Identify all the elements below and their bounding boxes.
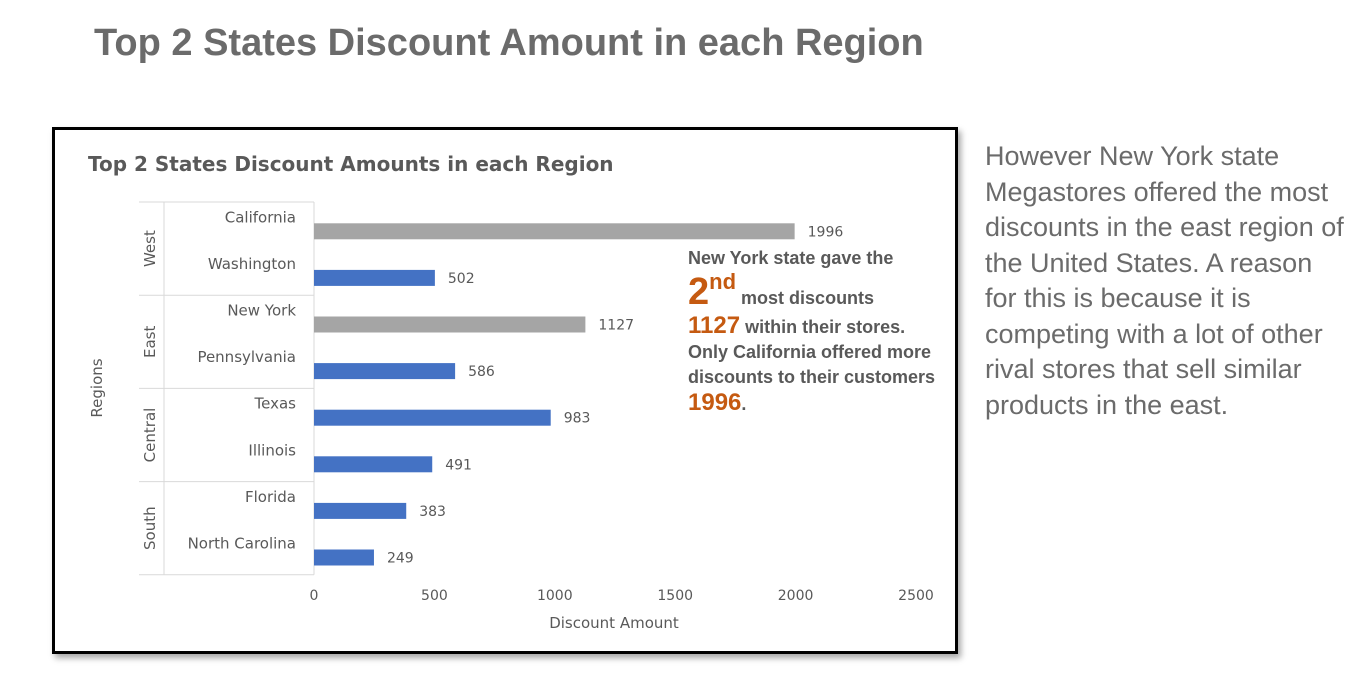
callout-annotation: New York state gave the 2nd most discoun… (688, 246, 938, 417)
x-tick-label: 2500 (898, 588, 934, 604)
bar-chart: Top 2 States Discount Amounts in each Re… (88, 152, 934, 632)
bar (314, 223, 795, 240)
side-note: However New York state Megastores offere… (985, 141, 1344, 420)
data-label: 586 (468, 364, 495, 380)
x-tick-label: 2000 (778, 588, 814, 604)
callout-value-a: 1127 (688, 312, 741, 339)
x-tick-label: 1000 (537, 588, 573, 604)
state-label: Florida (245, 488, 296, 506)
bar (314, 502, 407, 519)
x-tick-label: 0 (310, 588, 319, 604)
data-label: 1127 (598, 318, 634, 334)
data-label: 983 (564, 411, 591, 427)
callout-value-b: 1996 (688, 389, 742, 416)
callout-rank-suffix: nd (709, 269, 737, 294)
callout-line1: New York state gave the (688, 248, 894, 268)
state-label: Illinois (248, 441, 296, 459)
state-label: New York (227, 302, 296, 320)
x-tick-label: 1500 (657, 588, 693, 604)
state-label: California (225, 208, 296, 226)
chart-frame: Top 2 States Discount Amounts in each Re… (52, 127, 958, 654)
x-axis-title: Discount Amount (549, 614, 679, 632)
data-label: 1996 (808, 224, 844, 240)
callout-line2: most discounts (741, 288, 875, 308)
bar (314, 549, 374, 566)
chart-title: Top 2 States Discount Amounts in each Re… (88, 152, 614, 176)
region-label: East (141, 326, 159, 358)
x-tick-label: 500 (421, 588, 448, 604)
bar (314, 316, 586, 333)
bar (314, 363, 456, 380)
region-label: South (141, 506, 159, 550)
data-label: 249 (387, 551, 414, 567)
callout-rank-number: 2 (688, 271, 710, 313)
data-label: 491 (445, 457, 472, 473)
slide-title: Top 2 States Discount Amount in each Reg… (94, 22, 924, 64)
callout-line4: . (741, 394, 747, 414)
state-label: Pennsylvania (197, 348, 296, 366)
bar (314, 269, 435, 286)
bar (314, 456, 433, 473)
state-label: North Carolina (188, 535, 296, 553)
region-label: West (141, 230, 159, 267)
state-label: Washington (208, 255, 296, 273)
state-label: Texas (254, 395, 297, 413)
data-label: 502 (448, 271, 475, 287)
callout-line3: within their stores. Only California off… (688, 317, 936, 387)
bar (314, 409, 551, 426)
y-axis-title: Regions (88, 358, 106, 417)
data-label: 383 (419, 504, 446, 520)
region-label: Central (141, 408, 159, 463)
